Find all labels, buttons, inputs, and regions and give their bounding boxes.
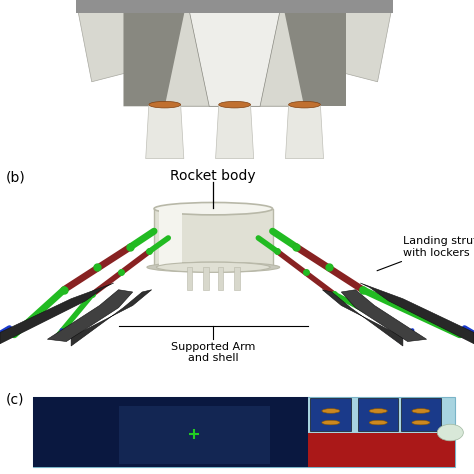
Text: Rocket body: Rocket body [171,169,256,183]
FancyBboxPatch shape [159,209,182,267]
Polygon shape [146,105,184,159]
Ellipse shape [412,409,430,413]
Polygon shape [47,290,133,341]
FancyBboxPatch shape [218,267,223,290]
Ellipse shape [156,262,270,272]
Polygon shape [322,290,403,346]
FancyBboxPatch shape [358,398,398,431]
FancyBboxPatch shape [234,267,240,290]
FancyBboxPatch shape [33,397,455,467]
Ellipse shape [369,420,387,425]
Ellipse shape [219,101,250,108]
Text: (b): (b) [6,171,26,184]
FancyBboxPatch shape [310,398,351,431]
Polygon shape [71,290,152,346]
Polygon shape [283,0,346,106]
Polygon shape [0,283,114,344]
Ellipse shape [149,101,181,108]
Ellipse shape [412,420,430,425]
Ellipse shape [322,409,340,413]
Polygon shape [187,0,283,106]
Ellipse shape [369,409,387,413]
FancyBboxPatch shape [187,267,192,290]
Ellipse shape [147,262,280,272]
Ellipse shape [322,420,340,425]
Polygon shape [314,0,393,82]
Ellipse shape [289,101,320,108]
Text: Supported Arm
and shell: Supported Arm and shell [171,341,255,363]
Polygon shape [76,0,393,13]
Polygon shape [216,105,254,159]
Polygon shape [123,0,346,106]
Text: Landing strut
with lockers: Landing strut with lockers [377,236,474,271]
FancyBboxPatch shape [401,398,441,431]
Polygon shape [76,0,155,82]
Polygon shape [360,283,474,344]
Text: (c): (c) [6,392,24,407]
FancyBboxPatch shape [33,397,308,467]
Ellipse shape [154,202,273,215]
FancyBboxPatch shape [308,432,455,467]
FancyBboxPatch shape [203,267,209,290]
Polygon shape [285,105,324,159]
FancyBboxPatch shape [154,209,273,267]
Polygon shape [123,0,187,106]
Polygon shape [341,290,427,341]
FancyBboxPatch shape [118,406,270,464]
Ellipse shape [437,424,464,441]
